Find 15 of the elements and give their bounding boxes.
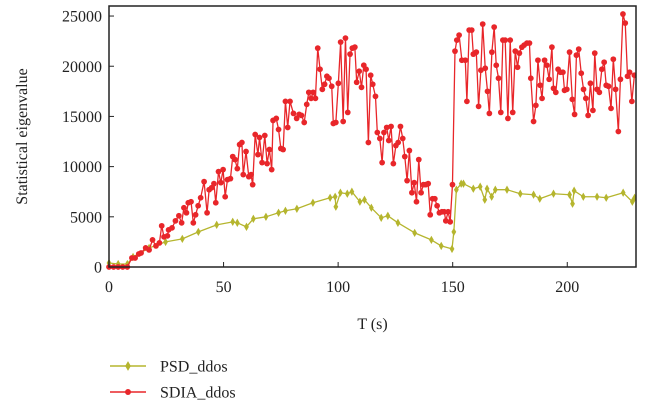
legend-label: PSD_ddos [160, 358, 228, 376]
y-tick-label: 10000 [62, 159, 102, 176]
x-tick-label: 100 [326, 279, 350, 296]
x-tick-label: 150 [440, 279, 465, 296]
y-axis-title: Statistical eigenvalue [14, 68, 31, 205]
y-tick-label: 25000 [62, 8, 102, 26]
y-tick-label: 0 [94, 260, 102, 277]
x-axis-title: T (s) [357, 316, 388, 333]
x-tick-label: 50 [216, 279, 232, 296]
legend-label: SDIA_ddos [160, 384, 236, 402]
x-tick-label: 0 [105, 279, 113, 296]
y-tick-label: 15000 [62, 109, 102, 126]
y-tick-label: 5000 [70, 209, 102, 226]
x-tick-label: 200 [555, 279, 580, 296]
y-tick-label: 20000 [62, 58, 102, 76]
